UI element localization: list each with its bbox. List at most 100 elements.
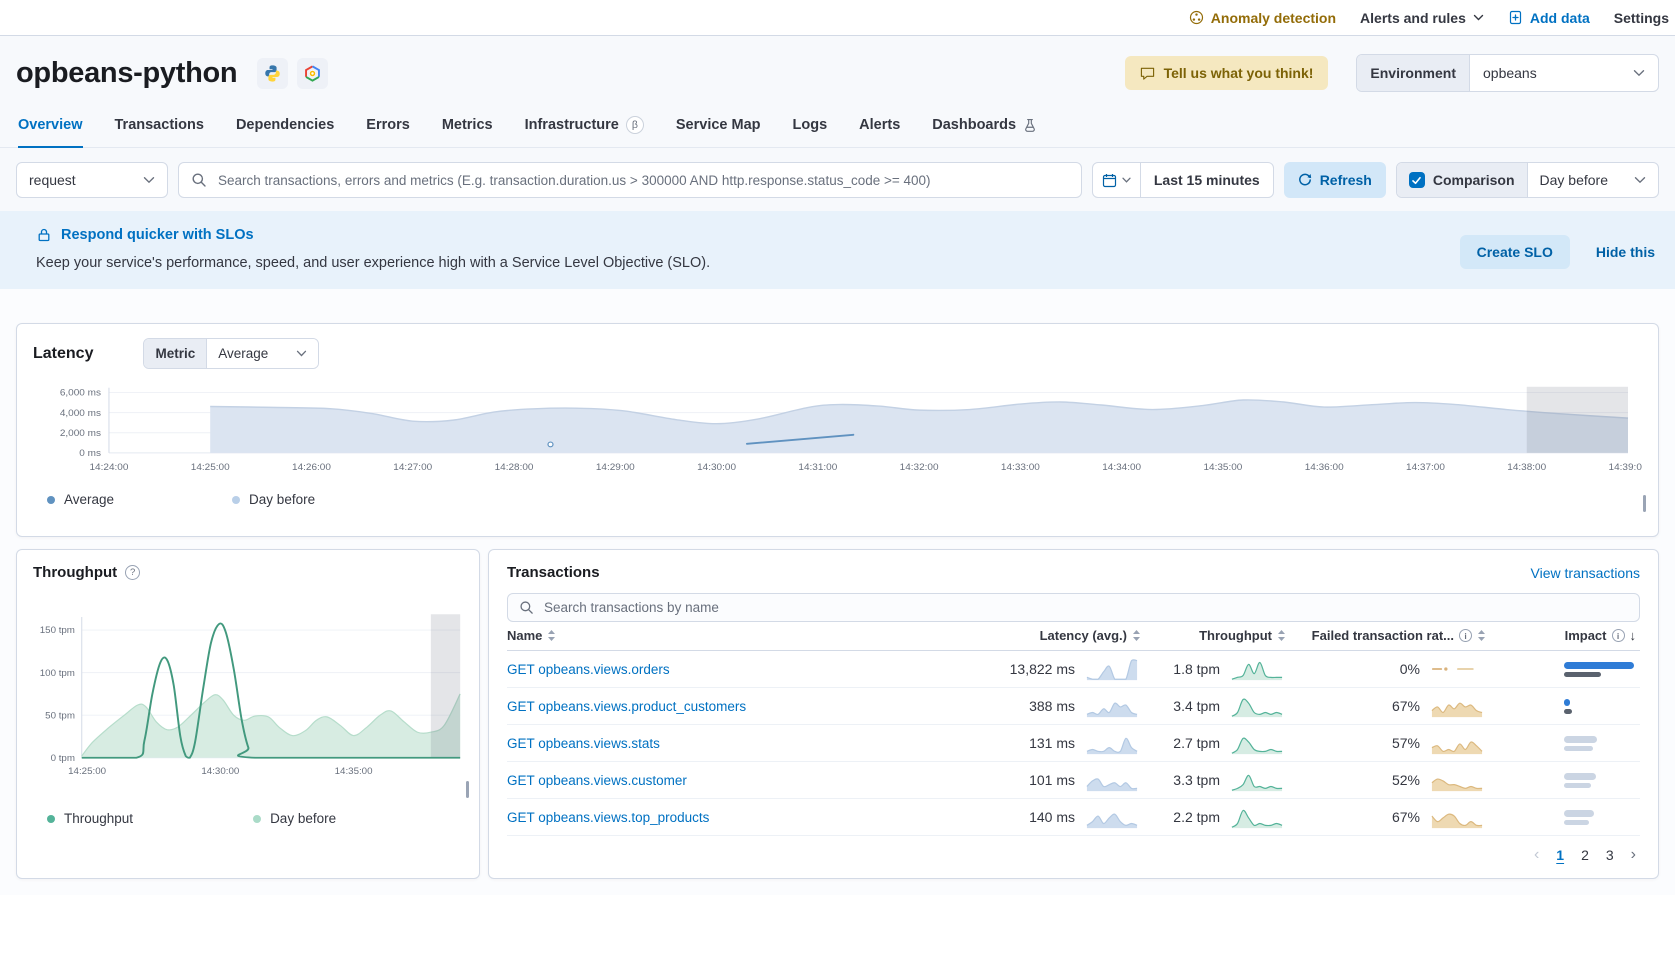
chevron-down-icon xyxy=(1122,177,1131,183)
transaction-link[interactable]: GET opbeans.views.product_customers xyxy=(507,699,747,714)
latency-metric-control: Metric Average xyxy=(143,338,320,369)
throughput-title: Throughput xyxy=(33,564,118,581)
scroll-thumb[interactable] xyxy=(1643,495,1646,512)
throughput-sparkline xyxy=(1231,737,1283,755)
throughput-panel: Throughput ? 0 tpm 50 tpm 100 tpm 150 tpm 14… xyxy=(16,549,480,879)
environment-select[interactable]: opbeans xyxy=(1470,55,1658,91)
transaction-type-select[interactable]: request xyxy=(16,162,168,198)
column-header-name[interactable]: Name xyxy=(507,628,965,643)
throughput-chart[interactable]: 0 tpm 50 tpm 100 tpm 150 tpm 14:25:00 14:30:0… xyxy=(33,607,467,785)
create-slo-button[interactable]: Create SLO xyxy=(1459,235,1570,269)
svg-text:6,000 ms: 6,000 ms xyxy=(60,388,101,399)
settings-link[interactable]: Settings xyxy=(1614,10,1669,26)
legend-item-average[interactable]: Average xyxy=(47,492,114,507)
table-row: GET opbeans.views.product_customers 388 m… xyxy=(507,688,1640,725)
refresh-button[interactable]: Refresh xyxy=(1283,162,1386,198)
failed-sparkline xyxy=(1431,741,1483,755)
throughput-sparkline xyxy=(1231,774,1283,792)
latency-sparkline xyxy=(1086,778,1138,792)
tab-dashboards[interactable]: Dashboards xyxy=(932,116,1037,147)
tab-overview[interactable]: Overview xyxy=(18,116,83,148)
view-transactions-link[interactable]: View transactions xyxy=(1530,564,1640,581)
lock-icon xyxy=(38,228,50,242)
table-row: GET opbeans.views.customer 101 ms 3.3 tpm 5… xyxy=(507,762,1640,799)
alerts-and-rules-menu[interactable]: Alerts and rules xyxy=(1360,10,1484,26)
chevron-down-icon xyxy=(1634,177,1646,184)
query-bar: request Last 15 minutes Refresh xyxy=(0,148,1675,211)
scroll-thumb[interactable] xyxy=(466,781,469,798)
comparison-checkbox[interactable] xyxy=(1408,172,1425,188)
svg-text:14:36:00: 14:36:00 xyxy=(1305,462,1344,473)
date-picker: Last 15 minutes xyxy=(1091,162,1274,198)
svg-text:2,000 ms: 2,000 ms xyxy=(60,428,101,439)
search-query-field[interactable] xyxy=(178,162,1082,198)
python-icon xyxy=(257,57,289,89)
top-navigation-bar: Anomaly detection Alerts and rules Add d… xyxy=(0,0,1675,36)
svg-text:14:27:00: 14:27:00 xyxy=(393,462,432,473)
svg-text:14:30:00: 14:30:00 xyxy=(697,462,736,473)
legend-dot xyxy=(253,814,262,823)
table-row: GET opbeans.views.top_products 140 ms 2.2 … xyxy=(507,799,1640,836)
tab-infrastructure[interactable]: Infrastructure β xyxy=(525,116,644,147)
previous-page-button[interactable]: ‹ xyxy=(1533,846,1540,863)
tab-logs[interactable]: Logs xyxy=(792,117,828,133)
environment-label: Environment xyxy=(1357,55,1470,91)
add-data-label: Add data xyxy=(1529,9,1590,26)
service-header: opbeans-python Tell us what you think! E… xyxy=(0,36,1675,211)
refresh-icon xyxy=(1298,173,1311,186)
column-header-impact[interactable]: Impact i ↓ xyxy=(1564,628,1636,644)
metric-select[interactable]: Average xyxy=(207,339,319,368)
transaction-link[interactable]: GET opbeans.views.orders xyxy=(507,662,670,677)
transaction-link[interactable]: GET opbeans.views.customer xyxy=(507,773,687,788)
feedback-button[interactable]: Tell us what you think! xyxy=(1124,56,1329,90)
tab-alerts[interactable]: Alerts xyxy=(859,117,901,133)
svg-text:14:37:00: 14:37:00 xyxy=(1406,462,1445,473)
transactions-search-input[interactable] xyxy=(542,598,1628,616)
impact-bar xyxy=(1564,809,1636,825)
service-name-title: opbeans-python xyxy=(16,56,238,89)
tab-transactions[interactable]: Transactions xyxy=(114,117,204,133)
legend-item-day-before[interactable]: Day before xyxy=(232,492,315,507)
overview-content: Latency Metric Average 0 ms 2,000 ms 4,000… xyxy=(0,289,1675,895)
search-query-input[interactable] xyxy=(216,171,1069,189)
tab-metrics[interactable]: Metrics xyxy=(441,117,493,133)
page-button-2[interactable]: 2 xyxy=(1581,847,1589,863)
transaction-link[interactable]: GET opbeans.views.stats xyxy=(507,736,660,751)
legend-item-day-before[interactable]: Day before xyxy=(253,811,336,826)
comparison-control: Comparison Day before xyxy=(1395,162,1659,198)
help-icon[interactable]: ? xyxy=(125,565,141,580)
page-button-3[interactable]: 3 xyxy=(1605,847,1614,863)
svg-text:14:29:00: 14:29:00 xyxy=(596,462,635,473)
tab-errors[interactable]: Errors xyxy=(366,117,410,133)
comparison-value: Day before xyxy=(1539,172,1608,188)
svg-text:100 tpm: 100 tpm xyxy=(40,667,75,678)
svg-text:14:38:00: 14:38:00 xyxy=(1507,462,1546,473)
anomaly-detection-label: Anomaly detection xyxy=(1210,9,1337,26)
column-header-throughput[interactable]: Throughput xyxy=(1145,628,1290,643)
svg-text:14:24:00: 14:24:00 xyxy=(90,462,129,473)
latency-chart[interactable]: 0 ms 2,000 ms 4,000 ms 6,000 ms 14:24:00 14:2… xyxy=(33,383,1642,485)
add-data-link[interactable]: Add data xyxy=(1508,10,1590,26)
tab-dependencies[interactable]: Dependencies xyxy=(235,117,335,133)
hide-this-link[interactable]: Hide this xyxy=(1595,244,1655,260)
page-button-1[interactable]: 1 xyxy=(1556,847,1565,863)
transaction-link[interactable]: GET opbeans.views.top_products xyxy=(507,810,710,825)
anomaly-detection-link[interactable]: Anomaly detection xyxy=(1189,10,1336,26)
tab-service-map[interactable]: Service Map xyxy=(675,117,761,133)
date-quick-select[interactable] xyxy=(1093,163,1141,197)
legend-item-throughput[interactable]: Throughput xyxy=(47,811,133,826)
column-header-latency[interactable]: Latency (avg.) xyxy=(965,628,1145,643)
column-header-failed-rate[interactable]: Failed transaction rat... i xyxy=(1290,628,1490,643)
failed-sparkline xyxy=(1431,702,1483,718)
throughput-legend: Throughput Day before xyxy=(33,785,463,826)
beta-badge: β xyxy=(625,116,644,134)
time-range-button[interactable]: Last 15 minutes xyxy=(1153,172,1260,188)
transactions-search-field[interactable] xyxy=(507,593,1640,622)
next-page-button[interactable]: › xyxy=(1630,846,1636,863)
check-icon xyxy=(1412,176,1422,184)
impact-bar xyxy=(1564,698,1636,714)
slo-banner-title-link[interactable]: Respond quicker with SLOs xyxy=(36,227,1460,243)
comparison-select[interactable]: Day before xyxy=(1528,172,1658,188)
alerts-and-rules-label: Alerts and rules xyxy=(1360,9,1466,26)
chevron-down-icon xyxy=(1473,14,1484,21)
